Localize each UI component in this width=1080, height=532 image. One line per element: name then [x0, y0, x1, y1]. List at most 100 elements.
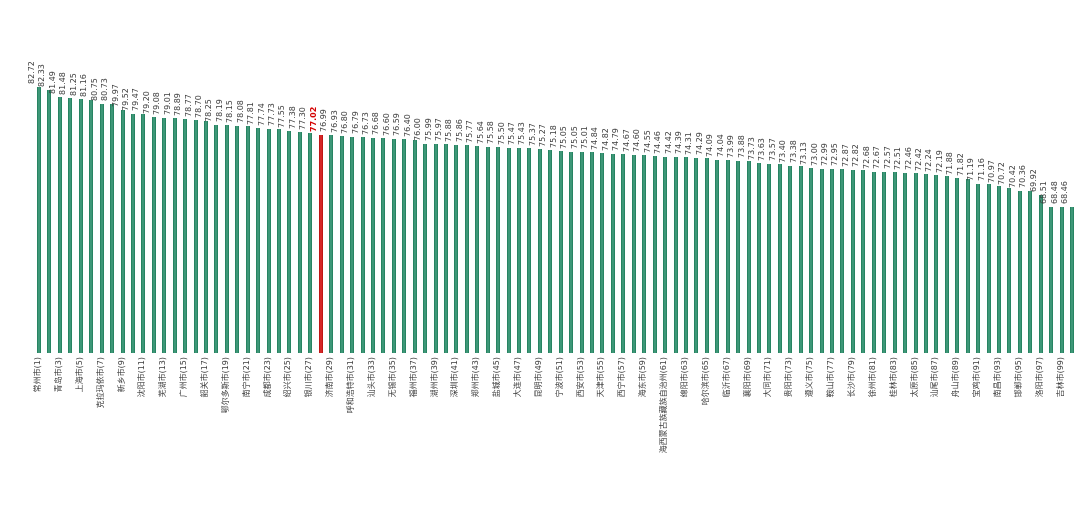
bar-rank-33	[370, 137, 375, 353]
city-label-rank-69: 襄阳市(69)	[742, 357, 752, 398]
bar-rank-8	[110, 103, 114, 353]
value-label-rank-61: 74.46	[653, 130, 662, 154]
bar-rank-56	[610, 153, 615, 353]
value-label-rank-1: 82.72	[27, 61, 36, 85]
city-label-rank-63: 绵阳市(63)	[679, 357, 689, 398]
city-label-rank-13: 芜湖市(13)	[158, 357, 168, 398]
city-label-rank-47: 大连市(47)	[513, 357, 522, 398]
value-label-rank-51: 75.18	[548, 124, 558, 148]
bar-rank-5	[78, 99, 83, 353]
bar-rank-38	[423, 143, 428, 353]
bar-rank-55	[600, 153, 605, 353]
bar-rank-40	[443, 143, 448, 353]
value-label-rank-94: 70.72	[997, 162, 1007, 185]
city-label-rank-75: 遵义市(75)	[805, 357, 815, 398]
value-label-rank-42: 75.86	[454, 118, 464, 142]
bar-rank-25	[287, 130, 292, 353]
bar-rank-44	[485, 146, 490, 353]
city-label-rank-37: 福州市(37)	[408, 357, 418, 398]
bar-rank-67	[725, 160, 730, 353]
value-label-rank-13: 79.08	[152, 91, 162, 115]
value-label-rank-87: 72.24	[924, 149, 934, 173]
city-label-rank-17: 韶关市(17)	[199, 357, 209, 398]
city-label-rank-57: 西宁市(57)	[617, 357, 627, 398]
value-label-rank-36: 76.59	[392, 112, 402, 136]
city-label-rank-97: 洛阳市(97)	[1034, 357, 1044, 398]
bar-rank-82	[882, 171, 887, 353]
value-label-rank-76: 73.00	[809, 142, 819, 166]
bar-rank-72	[777, 164, 782, 353]
value-label-rank-28: 77.02	[308, 106, 318, 132]
value-label-rank-16: 78.77	[183, 94, 193, 118]
bar-rank-96	[1028, 191, 1033, 353]
value-label-rank-43: 75.77	[465, 119, 475, 143]
value-label-rank-38: 76.00	[413, 117, 423, 141]
bar-rank-35	[391, 138, 396, 353]
bar-rank-26	[297, 132, 302, 353]
city-label-rank-15: 广州市(15)	[179, 357, 189, 398]
bar-rank-92	[986, 184, 991, 353]
bar-rank-43	[475, 145, 480, 353]
city-label-rank-67: 临沂市(67)	[721, 357, 731, 398]
value-label-rank-25: 77.55	[277, 104, 287, 128]
city-label-rank-85: 太原市(85)	[909, 357, 919, 398]
value-label-rank-73: 73.40	[778, 139, 788, 163]
bar-rank-62	[673, 156, 678, 353]
value-label-rank-19: 78.19	[214, 99, 224, 123]
value-label-rank-96: 70.36	[1018, 165, 1028, 188]
value-label-rank-23: 77.74	[256, 103, 266, 126]
value-label-rank-65: 74.29	[694, 132, 704, 155]
city-label-rank-9: 新乡市(9)	[116, 357, 126, 393]
bar-rank-2	[47, 90, 52, 353]
city-label-rank-39: 湖州市(39)	[429, 357, 439, 398]
value-label-rank-3: 81.49	[47, 71, 57, 95]
city-label-rank-45: 盐城市(45)	[492, 357, 502, 398]
city-label-rank-5: 上海市(5)	[74, 357, 84, 393]
bar-rank-20	[235, 125, 240, 353]
bar-rank-63	[683, 157, 688, 353]
value-label-rank-31: 76.80	[340, 110, 349, 134]
bar-rank-81	[871, 171, 876, 353]
city-label-rank-81: 徐州市(81)	[867, 357, 877, 398]
value-label-rank-71: 73.63	[757, 137, 767, 161]
bar-rank-23	[266, 129, 271, 353]
bar-rank-36	[402, 138, 407, 353]
city-label-rank-19: 鄂尔多斯市(19)	[220, 357, 230, 414]
bar-rank-73	[788, 165, 793, 353]
value-label-rank-91: 71.19	[966, 158, 976, 181]
bar-rank-24	[277, 129, 281, 353]
value-label-rank-58: 74.67	[621, 128, 631, 152]
bar-rank-46	[506, 147, 511, 353]
value-label-rank-37: 76.40	[402, 114, 412, 138]
bar-rank-94	[1007, 188, 1012, 353]
bar-rank-65	[704, 158, 709, 353]
value-label-rank-24: 77.73	[267, 103, 276, 126]
bar-rank-10	[130, 114, 135, 353]
bar-rank-15	[183, 119, 188, 353]
city-label-rank-79: 长沙市(79)	[846, 357, 856, 398]
value-label-rank-83: 72.57	[882, 146, 892, 170]
value-label-rank-39: 75.99	[423, 117, 433, 141]
value-label-rank-18: 78.25	[204, 98, 214, 122]
value-label-rank-68: 73.99	[726, 134, 736, 158]
value-label-rank-79: 72.87	[840, 143, 850, 167]
city-label-rank-53: 西安市(53)	[575, 357, 585, 398]
bar-rank-39	[433, 143, 438, 353]
value-label-rank-33: 76.73	[360, 111, 370, 135]
value-label-rank-86: 72.42	[913, 147, 923, 171]
bar-rank-100	[1070, 207, 1074, 353]
city-label-rank-73: 贵阳市(73)	[784, 357, 794, 398]
bar-rank-99	[1059, 206, 1064, 353]
bar-rank-80	[861, 170, 866, 353]
value-label-rank-81: 72.68	[861, 145, 871, 169]
city-label-rank-7: 克拉玛依市(7)	[95, 357, 105, 409]
value-label-rank-63: 74.39	[673, 131, 683, 155]
bar-rank-93	[996, 185, 1001, 353]
bar-rank-32	[360, 136, 365, 353]
bar-rank-68	[736, 160, 741, 353]
city-label-rank-91: 宝鸡市(91)	[972, 357, 982, 398]
bar-rank-77	[830, 168, 834, 353]
value-label-rank-40: 75.97	[433, 117, 443, 141]
value-label-rank-47: 75.47	[507, 122, 516, 145]
value-label-rank-55: 74.84	[590, 127, 600, 151]
